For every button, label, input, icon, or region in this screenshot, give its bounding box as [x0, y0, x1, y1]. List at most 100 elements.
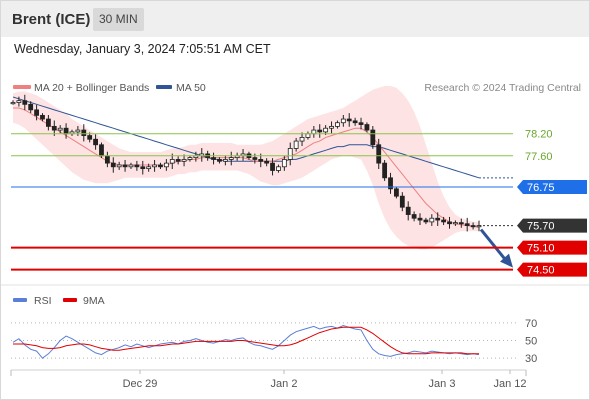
- rsi-legend-label: RSI: [34, 295, 52, 307]
- candle-body: [217, 159, 222, 162]
- candle-body: [358, 122, 364, 125]
- chart-timestamp: Wednesday, January 3, 2024 7:05:51 AM CE…: [14, 42, 271, 56]
- candle-body: [258, 159, 264, 162]
- candle-body: [317, 129, 323, 133]
- candle-body: [45, 118, 51, 127]
- level-tag-76-75: [517, 180, 587, 194]
- interval-badge[interactable]: 30 MIN: [93, 8, 144, 31]
- candle-body: [175, 159, 181, 162]
- candle-body: [187, 157, 193, 160]
- credit-text: Research © 2024 Trading Central: [424, 82, 581, 94]
- instrument-title: Brent (ICE): [12, 11, 91, 28]
- ma20-legend-label: MA 20 + Bollinger Bands: [34, 82, 149, 94]
- candle-body: [399, 195, 405, 208]
- candle-body: [28, 103, 34, 111]
- candle-body: [305, 133, 311, 138]
- candle-body: [323, 127, 329, 133]
- level-tag-75-10: [517, 240, 587, 255]
- candle-body: [441, 219, 447, 223]
- candle-body: [63, 127, 69, 135]
- x-axis-label-jan-12: Jan 12: [493, 378, 526, 390]
- candle-body: [16, 100, 22, 103]
- candle-body: [287, 148, 293, 160]
- candle-body: [128, 164, 134, 168]
- x-axis-label-dec-29: Dec 29: [123, 378, 158, 390]
- rsi-legend-swatch: [13, 298, 27, 302]
- candle-body: [394, 188, 399, 197]
- candle-body: [87, 135, 93, 140]
- candle-body: [370, 129, 376, 146]
- level-label-74-50: 74.50: [527, 265, 555, 277]
- candle-body: [447, 221, 452, 225]
- price-pane: [10, 86, 513, 268]
- forecast-arrow-head: [500, 253, 513, 268]
- rsi-pane: 70 50 30: [11, 318, 537, 365]
- level-label-75-10: 75.10: [527, 243, 555, 255]
- candle-body: [299, 137, 305, 142]
- candle-body: [270, 162, 275, 171]
- candle-body: [163, 162, 169, 168]
- candle-body: [458, 222, 464, 225]
- candle-body: [376, 144, 382, 164]
- candle-body: [329, 125, 334, 129]
- candle-body: [388, 177, 393, 190]
- candle-body: [222, 159, 228, 162]
- rsi-ma-legend-label: 9MA: [83, 295, 105, 307]
- candle-body: [429, 217, 435, 223]
- candle-body: [417, 217, 423, 221]
- candle-body: [10, 102, 16, 105]
- level-label-76-75: 76.75: [527, 182, 555, 194]
- ma50-line: [12, 96, 480, 179]
- ma50-legend-label: MA 50: [176, 82, 206, 94]
- candle-body: [99, 144, 104, 157]
- rsi-ma-line: [13, 326, 479, 355]
- candle-body: [211, 157, 216, 160]
- candle-body: [140, 166, 146, 170]
- candle-body: [405, 206, 411, 215]
- candle-body: [435, 217, 441, 221]
- candle-body: [335, 122, 340, 127]
- key-levels: 78.20 77.60 76.75 75.70 75.10 74.50: [11, 129, 587, 277]
- level-label-78-20: 78.20: [525, 129, 553, 141]
- forecast-arrow-shaft: [479, 228, 509, 263]
- chart-header: Brent (ICE) 30 MIN: [1, 1, 589, 37]
- x-axis-label-jan-3: Jan 3: [429, 378, 456, 390]
- x-axis-label-jan-2: Jan 2: [271, 378, 298, 390]
- candle-body: [169, 159, 175, 164]
- ma20-legend-swatch: [13, 85, 31, 89]
- level-tag-74-50: [517, 262, 587, 277]
- rsi-axis-label-50: 50: [525, 336, 537, 348]
- candle-body: [423, 219, 429, 223]
- level-label-77-60: 77.60: [525, 151, 553, 163]
- candle-body: [146, 166, 152, 170]
- candle-body: [134, 164, 140, 168]
- candle-body: [116, 164, 122, 168]
- candle-body: [51, 125, 57, 131]
- candle-body: [34, 109, 39, 116]
- candle-body: [40, 114, 45, 120]
- candle-body: [57, 127, 63, 131]
- candle-body: [81, 129, 87, 136]
- level-label-75-70: 75.70: [527, 221, 555, 233]
- ma50-legend-swatch: [156, 85, 172, 89]
- rsi-axis-label-70: 70: [525, 318, 537, 330]
- candle-body: [281, 159, 287, 168]
- candle-body: [75, 129, 81, 133]
- candle-body: [311, 129, 317, 135]
- candle-body: [470, 225, 476, 228]
- candle-body: [152, 164, 157, 168]
- ma20-line: [13, 107, 480, 228]
- candle-body: [346, 118, 352, 122]
- candle-body: [352, 120, 358, 124]
- candle-body: [158, 164, 163, 168]
- rsi-line: [12, 324, 480, 359]
- candle-body: [464, 223, 470, 226]
- bollinger-band-area: [13, 86, 479, 250]
- candle-body: [110, 162, 116, 168]
- candle-body: [22, 100, 28, 105]
- candle-body: [276, 166, 281, 171]
- candle-body: [411, 214, 417, 219]
- x-axis: Dec 29 Jan 2 Jan 3 Jan 12: [10, 370, 527, 390]
